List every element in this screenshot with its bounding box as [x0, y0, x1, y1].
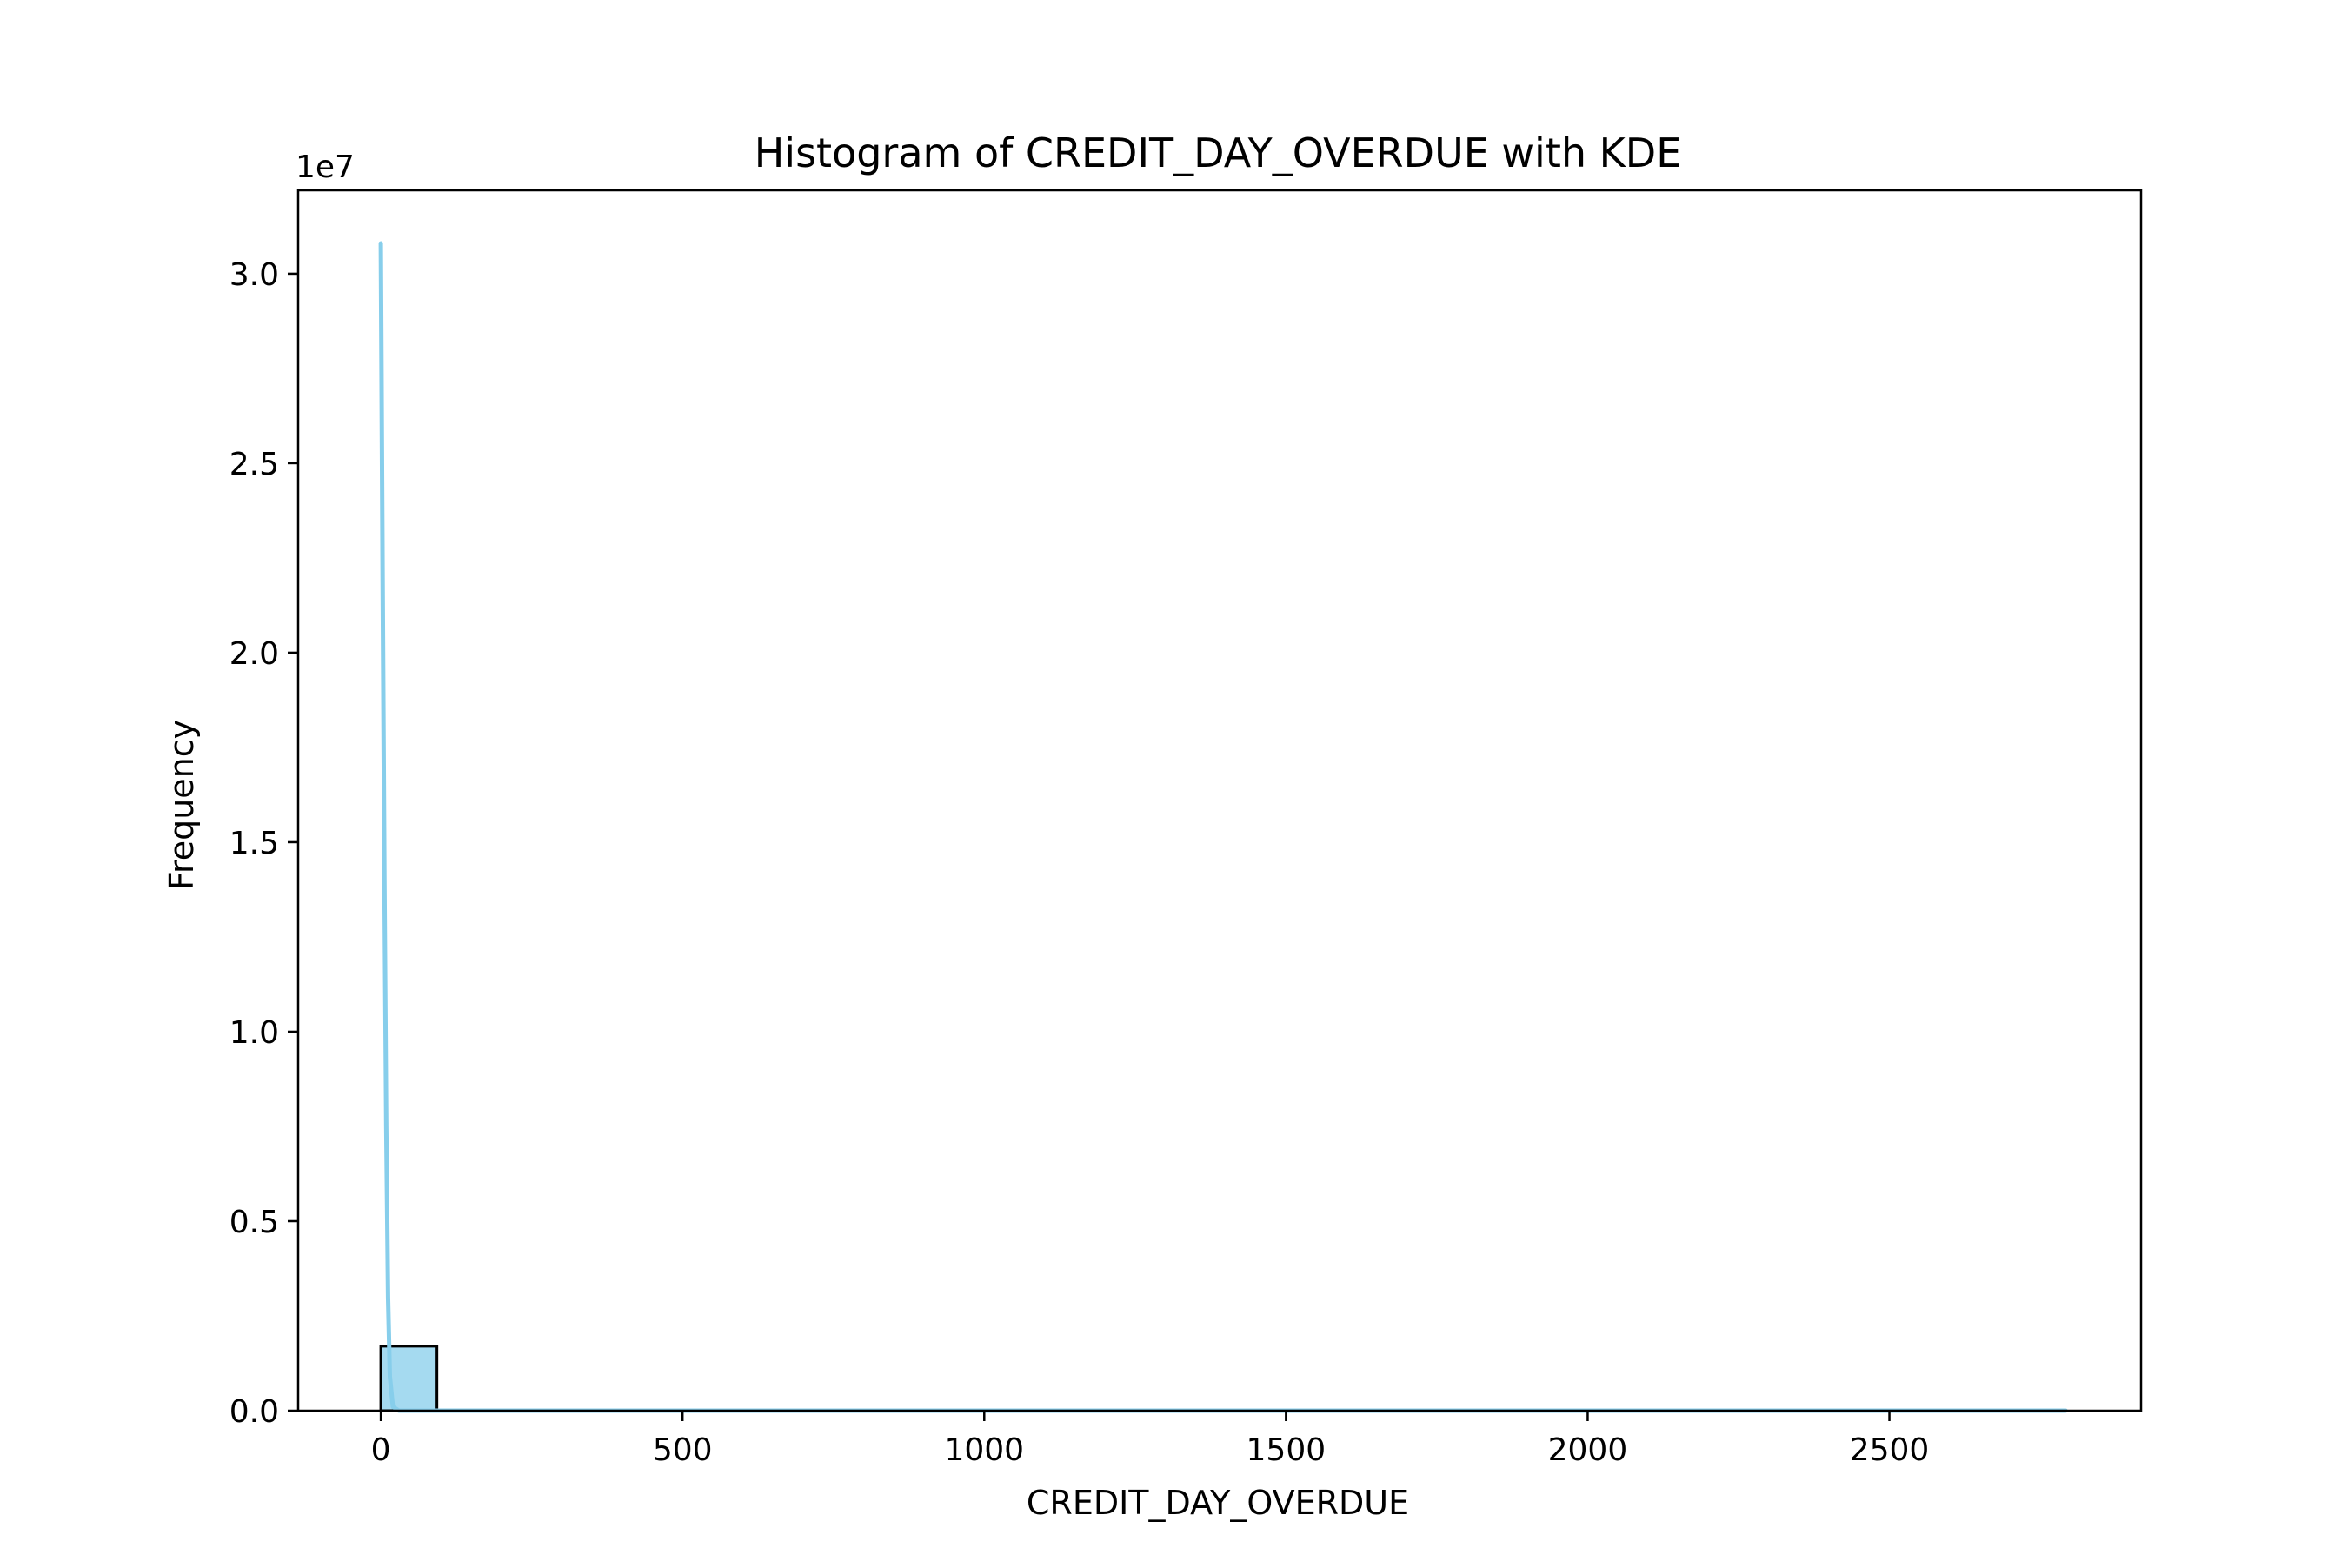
y-tick-label-1: 0.5 — [229, 1205, 279, 1240]
y-tick-label-4: 2.0 — [229, 636, 279, 672]
x-tick-label-2: 1000 — [944, 1432, 1024, 1468]
axes-frame — [296, 189, 2143, 1412]
y-axis-label: Frequency — [163, 720, 201, 890]
plot-area: 0 500 1000 1500 2000 2500 0.0 0.5 1.0 1.5 2.0 2.5 3.… — [229, 189, 2143, 1468]
y-tick-label-2: 1.0 — [229, 1015, 279, 1051]
x-tick-label-4: 2000 — [1548, 1432, 1628, 1468]
y-tick-label-0: 0.0 — [229, 1394, 279, 1430]
x-tick-label-1: 500 — [653, 1432, 713, 1468]
y-tick-label-6: 3.0 — [229, 257, 279, 293]
y-tick-label-5: 2.5 — [229, 447, 279, 482]
y-tick-label-3: 1.5 — [229, 826, 279, 861]
x-tick-label-3: 1500 — [1247, 1432, 1326, 1468]
chart-title: Histogram of CREDIT_DAY_OVERDUE with KDE — [755, 130, 1682, 176]
y-axis-offset-label: 1e7 — [296, 149, 355, 185]
x-axis-label: CREDIT_DAY_OVERDUE — [1027, 1484, 1409, 1522]
kde-line — [378, 241, 2068, 1413]
x-tick-label-0: 0 — [371, 1432, 391, 1468]
x-tick-label-5: 2500 — [1850, 1432, 1930, 1468]
